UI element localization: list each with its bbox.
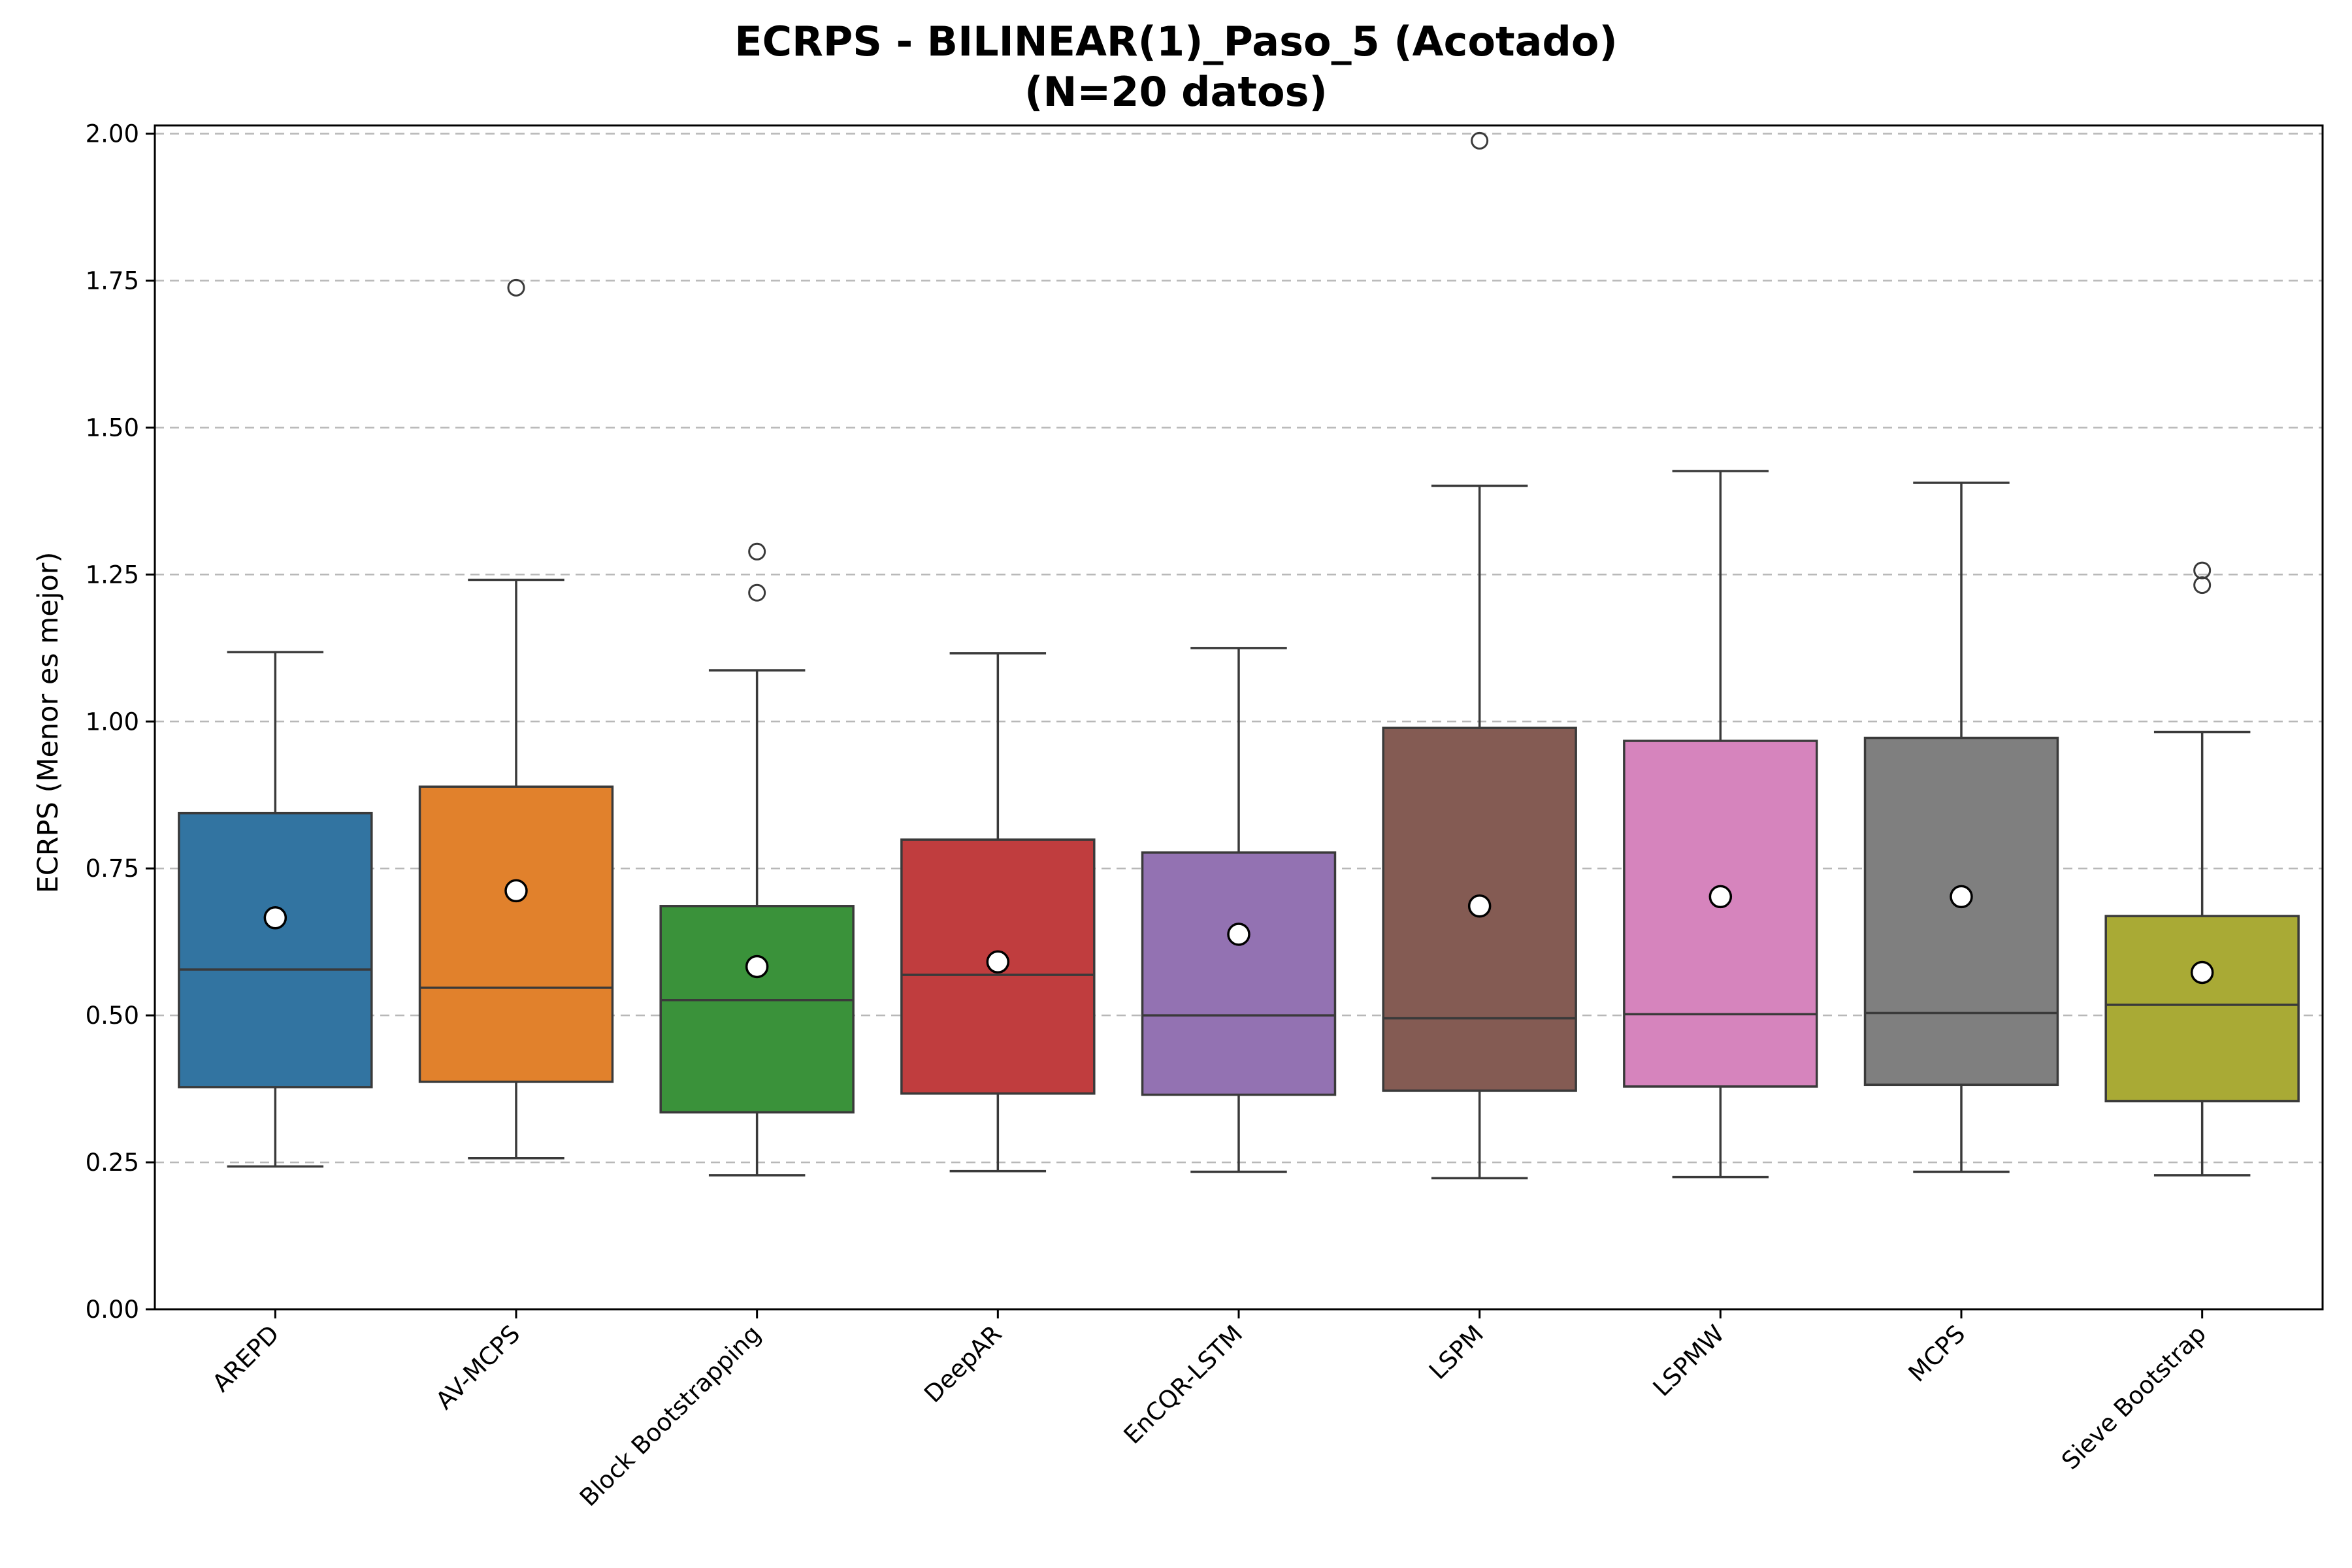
x-tick-label: EnCQR-LSTM — [1119, 1320, 1249, 1450]
y-axis-label: ECRPS (Menor es mejor) — [32, 552, 65, 894]
y-tick-label: 1.00 — [86, 708, 139, 736]
y-axis: 0.00 0.25 0.50 0.75 1.00 1.25 1.50 1.75 2.00 — [86, 120, 155, 1324]
mean-marker — [1228, 924, 1249, 945]
x-tick-label: AV-MCPS — [431, 1320, 526, 1415]
x-tick-label: LSPMW — [1648, 1320, 1730, 1402]
box-group-3 — [661, 544, 853, 1175]
box-group-9 — [2106, 563, 2298, 1175]
x-tick-label: AREPD — [207, 1320, 285, 1397]
x-tick-label: Block Bootstrapping — [574, 1320, 766, 1512]
x-tick-label: LSPM — [1424, 1320, 1489, 1385]
iqr-box — [661, 906, 853, 1113]
y-tick-label: 0.75 — [86, 855, 139, 883]
y-tick-label: 1.50 — [86, 414, 139, 442]
iqr-box — [1624, 741, 1817, 1086]
mean-marker — [747, 956, 768, 977]
box-group-1 — [179, 652, 372, 1166]
box-group-2 — [420, 280, 613, 1158]
outlier-point — [749, 585, 765, 600]
box-group-7 — [1624, 471, 1817, 1177]
y-tick-label: 1.75 — [86, 267, 139, 295]
chart-title-line-1: ECRPS - BILINEAR(1)_Paso_5 (Acotado) — [734, 18, 1618, 65]
iqr-box — [179, 813, 372, 1087]
mean-marker — [1710, 886, 1731, 907]
box-group-8 — [1865, 483, 2058, 1171]
y-tick-label: 0.25 — [86, 1149, 139, 1177]
x-tick-label: DeepAR — [919, 1320, 1007, 1408]
x-tick-label: MCPS — [1903, 1320, 1971, 1388]
y-tick-label: 1.25 — [86, 561, 139, 589]
y-tick-label: 2.00 — [86, 120, 139, 148]
mean-marker — [1951, 886, 1972, 907]
x-tick-label: Sieve Bootstrap — [2056, 1320, 2212, 1475]
box-group-5 — [1143, 648, 1335, 1172]
iqr-box — [420, 787, 613, 1082]
iqr-box — [1143, 853, 1335, 1095]
chart-title-line-2: (N=20 datos) — [1024, 68, 1328, 116]
mean-marker — [506, 880, 527, 901]
outlier-point — [2195, 563, 2210, 578]
mean-marker — [265, 907, 286, 928]
outlier-point — [749, 544, 765, 559]
mean-marker — [2192, 962, 2213, 983]
iqr-box — [1865, 738, 2058, 1085]
mean-marker — [987, 951, 1008, 972]
boxes — [179, 133, 2298, 1178]
x-axis: AREPD AV-MCPS Block Bootstrapping DeepAR EnC… — [207, 1309, 2212, 1512]
mean-marker — [1469, 896, 1490, 917]
box-group-6 — [1383, 133, 1576, 1178]
iqr-box — [2106, 916, 2298, 1101]
box-group-4 — [902, 653, 1094, 1171]
outlier-point — [2195, 578, 2210, 593]
y-tick-label: 0.00 — [86, 1296, 139, 1324]
y-tick-label: 0.50 — [86, 1002, 139, 1030]
outlier-point — [508, 280, 524, 295]
outlier-point — [1472, 133, 1488, 148]
